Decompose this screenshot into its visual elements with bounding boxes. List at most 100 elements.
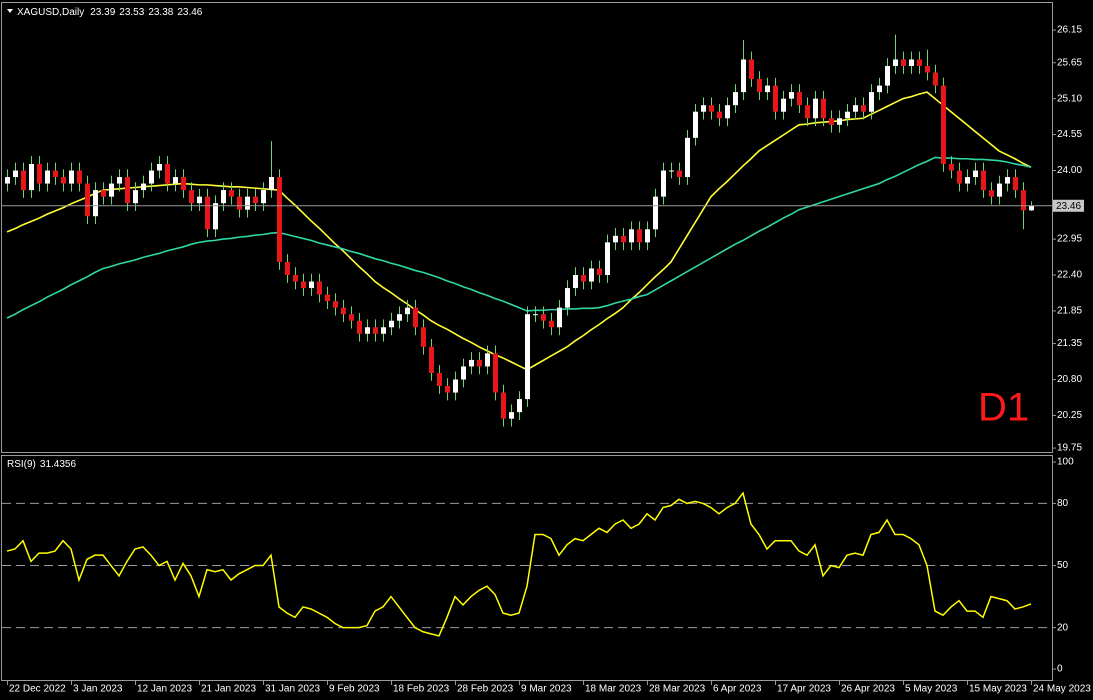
y-tick-label: 25.10 <box>1057 93 1082 104</box>
candle-body <box>989 190 994 197</box>
candle-body <box>933 72 938 86</box>
candle-body <box>909 59 914 67</box>
rsi-title: RSI(9) <box>7 459 36 470</box>
y-tick-label: 50 <box>1057 560 1069 571</box>
candle-body <box>965 177 970 184</box>
candle-body <box>597 268 602 276</box>
timeframe-annotation: D1 <box>978 386 1029 430</box>
candle-body <box>653 196 658 230</box>
candle-body <box>717 111 722 119</box>
candle-body <box>765 85 770 93</box>
candle-body <box>157 163 162 171</box>
candle-body <box>661 170 666 197</box>
candle-body <box>869 92 874 112</box>
candle-body <box>821 98 826 119</box>
candle-body <box>357 320 362 334</box>
candle-body <box>581 275 586 282</box>
x-tick-label: 26 Apr 2023 <box>841 684 895 695</box>
candle-body <box>485 353 490 367</box>
candle-body <box>205 196 210 230</box>
candle-body <box>853 105 858 112</box>
candle-body <box>829 118 834 125</box>
candle-body <box>837 118 842 125</box>
candle-body <box>293 275 298 282</box>
candle-body <box>149 170 154 184</box>
candle-body <box>173 177 178 184</box>
candle-body <box>901 59 906 67</box>
y-tick-label: 25.65 <box>1057 57 1082 68</box>
candle-body <box>13 170 18 178</box>
candle-body <box>645 229 650 243</box>
candle-body <box>93 190 98 217</box>
x-tick-label: 6 Apr 2023 <box>713 684 762 695</box>
moving-average <box>6 91 1032 371</box>
candle-body <box>317 281 322 295</box>
x-tick-label: 5 May 2023 <box>905 684 958 695</box>
candle-body <box>213 203 218 230</box>
candle-body <box>741 59 746 93</box>
candle-body <box>509 412 514 419</box>
x-tick-label: 3 Jan 2023 <box>73 684 123 695</box>
x-tick-label: 28 Feb 2023 <box>457 684 514 695</box>
x-tick-label: 24 May 2023 <box>1033 684 1091 695</box>
candle-body <box>245 196 250 210</box>
candle-body <box>397 314 402 321</box>
candle-body <box>1029 205 1034 211</box>
y-tick-label: 19.75 <box>1057 443 1082 454</box>
x-tick-label: 21 Jan 2023 <box>201 684 256 695</box>
y-tick-label: 21.85 <box>1057 306 1082 317</box>
candle-body <box>349 314 354 321</box>
candle-body <box>669 170 674 172</box>
candle-body <box>69 170 74 184</box>
candle-body <box>197 196 202 204</box>
candle-body <box>541 314 546 321</box>
ohlc-open: 23.39 <box>90 7 115 18</box>
candle-body <box>693 111 698 138</box>
candle-body <box>53 170 58 178</box>
y-tick-label: 80 <box>1057 498 1069 509</box>
candle-body <box>605 242 610 276</box>
candle-body <box>309 281 314 289</box>
x-tick-label: 12 Jan 2023 <box>137 684 192 695</box>
candle-body <box>573 275 578 289</box>
candle-body <box>277 177 282 262</box>
candle-body <box>77 170 82 184</box>
y-tick-label: 20.80 <box>1057 374 1082 385</box>
candle-body <box>557 307 562 328</box>
candle-body <box>453 379 458 393</box>
candle-body <box>189 190 194 204</box>
candle-body <box>269 177 274 191</box>
candle-body <box>21 170 26 191</box>
candle-body <box>29 163 34 191</box>
x-tick-label: 17 Apr 2023 <box>777 684 831 695</box>
candle-body <box>141 183 146 191</box>
candle-body <box>5 177 10 184</box>
ohlc-high: 23.53 <box>119 7 144 18</box>
menu-triangle[interactable] <box>7 9 13 13</box>
candle-body <box>517 399 522 413</box>
x-tick-label: 9 Feb 2023 <box>329 684 380 695</box>
candle-body <box>469 359 474 367</box>
y-tick-label: 22.95 <box>1057 234 1082 245</box>
y-tick-label: 22.40 <box>1057 270 1082 281</box>
candle-body <box>589 268 594 282</box>
y-tick-label: 20 <box>1057 622 1069 633</box>
candle-body <box>781 98 786 112</box>
candle-body <box>125 177 130 204</box>
candle-body <box>221 190 226 204</box>
chart-header: XAGUSD,Daily 23.39 23.53 23.38 23.46 <box>17 7 203 18</box>
candle-body <box>477 359 482 367</box>
candle-body <box>877 85 882 93</box>
candle-body <box>813 98 818 119</box>
candle-body <box>109 183 114 197</box>
y-tick-label: 24.55 <box>1057 129 1082 140</box>
x-tick-label: 9 Mar 2023 <box>521 684 572 695</box>
candle-body <box>917 59 922 67</box>
candle-body <box>501 392 506 419</box>
current-price-tag <box>1053 199 1084 212</box>
candle-body <box>773 85 778 112</box>
candle-body <box>973 170 978 178</box>
candle-body <box>373 327 378 334</box>
candle-body <box>637 229 642 243</box>
